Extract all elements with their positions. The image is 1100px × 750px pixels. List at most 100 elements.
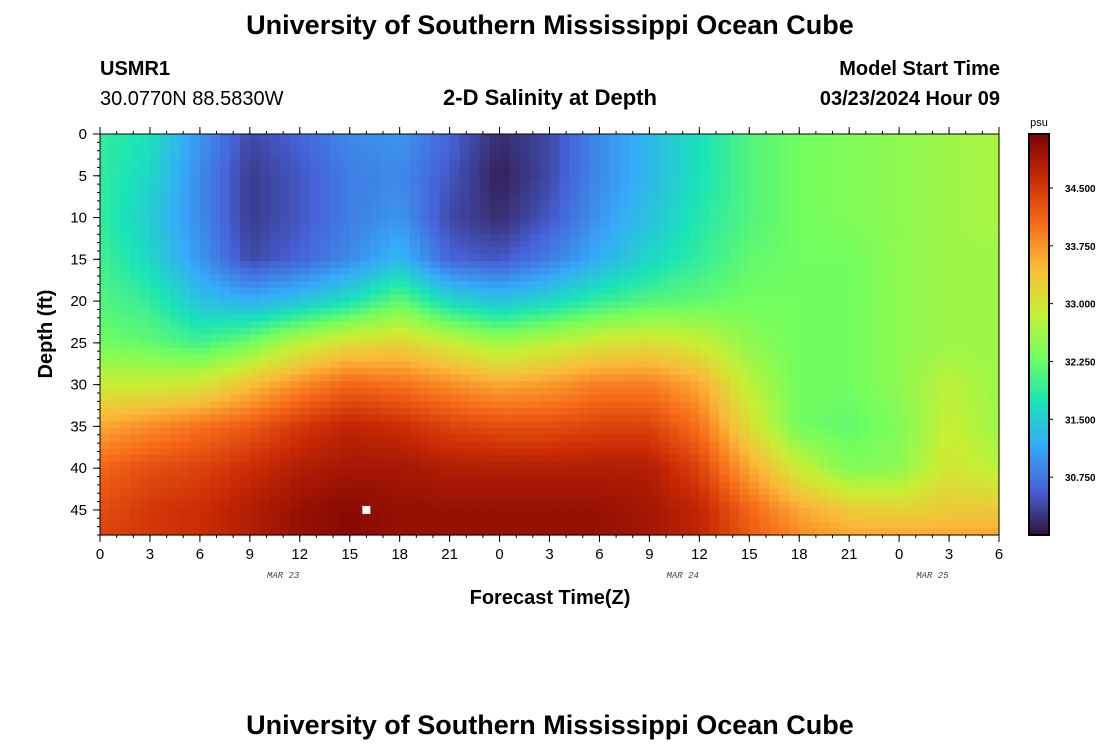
heatmap-cell <box>769 468 780 476</box>
heatmap-cell <box>139 381 151 389</box>
heatmap-cell <box>249 341 261 349</box>
heatmap-cell <box>889 474 900 483</box>
heatmap-cell <box>289 448 301 456</box>
heatmap-cell <box>149 287 161 295</box>
heatmap-cell <box>289 180 301 189</box>
heatmap-cell <box>879 514 890 523</box>
heatmap-cell <box>100 394 111 402</box>
heatmap-cell <box>429 234 441 242</box>
heatmap-cell <box>769 494 780 503</box>
heatmap-cell <box>609 260 621 269</box>
heatmap-cell <box>899 408 910 416</box>
heatmap-cell <box>100 501 111 509</box>
heatmap-cell <box>149 501 161 509</box>
heatmap-cell <box>429 428 441 436</box>
heatmap-cell <box>789 147 800 155</box>
heatmap-cell <box>219 227 231 235</box>
heatmap-cell <box>579 140 591 148</box>
heatmap-cell <box>129 260 141 269</box>
heatmap-cell <box>529 134 541 142</box>
heatmap-cell <box>749 341 760 349</box>
heatmap-cell <box>889 167 900 175</box>
heatmap-cell <box>419 341 431 349</box>
heatmap-cell <box>689 394 700 402</box>
heatmap-cell <box>719 260 730 269</box>
heatmap-cell <box>189 274 201 282</box>
heatmap-cell <box>689 341 700 349</box>
heatmap-cell <box>909 374 920 382</box>
heatmap-cell <box>629 281 640 289</box>
heatmap-cell <box>639 387 650 396</box>
heatmap-cell <box>569 514 581 523</box>
heatmap-cell <box>199 394 211 402</box>
heatmap-cell <box>100 274 111 282</box>
heatmap-cell <box>679 401 690 409</box>
heatmap-cell <box>479 408 491 416</box>
heatmap-cell <box>629 247 640 255</box>
heatmap-cell <box>859 528 870 536</box>
heatmap-cell <box>329 140 341 148</box>
heatmap-cell <box>479 194 491 202</box>
heatmap-cell <box>809 421 820 429</box>
heatmap-cell <box>839 220 850 229</box>
heatmap-cell <box>599 321 611 329</box>
heatmap-cell <box>139 227 151 235</box>
heatmap-cell <box>269 220 281 229</box>
heatmap-cell <box>429 240 441 249</box>
heatmap-cell <box>459 267 471 275</box>
heatmap-cell <box>609 254 621 262</box>
heatmap-cell <box>689 207 700 215</box>
heatmap-cell <box>489 240 501 249</box>
heatmap-cell <box>789 267 800 275</box>
heatmap-cell <box>509 174 521 182</box>
heatmap-cell <box>179 194 191 202</box>
heatmap-cell <box>589 468 601 476</box>
heatmap-cell <box>389 428 401 436</box>
heatmap-cell <box>189 281 201 289</box>
heatmap-cell <box>849 334 860 342</box>
heatmap-cell <box>199 207 211 215</box>
heatmap-cell <box>239 194 251 202</box>
heatmap-cell <box>779 307 790 316</box>
heatmap-cell <box>709 508 720 516</box>
heatmap-cell <box>299 448 311 456</box>
heatmap-cell <box>509 167 521 175</box>
heatmap-cell <box>539 274 551 282</box>
heatmap-cell <box>139 501 151 509</box>
heatmap-cell <box>100 180 111 189</box>
heatmap-cell <box>279 488 291 496</box>
heatmap-cell <box>139 301 151 309</box>
heatmap-cell <box>839 314 850 322</box>
heatmap-cell <box>529 381 541 389</box>
heatmap-cell <box>729 401 740 409</box>
heatmap-cell <box>779 381 790 389</box>
heatmap-cell <box>329 381 341 389</box>
heatmap-cell <box>659 408 670 416</box>
heatmap-cell <box>189 287 201 295</box>
heatmap-cell <box>619 394 631 402</box>
heatmap-cell <box>429 307 441 316</box>
heatmap-cell <box>839 214 850 222</box>
heatmap-cell <box>309 267 321 275</box>
heatmap-cell <box>329 474 341 483</box>
heatmap-cell <box>359 474 371 483</box>
heatmap-cell <box>429 414 441 422</box>
heatmap-cell <box>719 147 730 155</box>
heatmap-cell <box>449 220 461 229</box>
heatmap-cell <box>119 448 131 456</box>
heatmap-cell <box>309 461 321 469</box>
heatmap-cell <box>449 528 461 536</box>
heatmap-cell <box>100 267 111 275</box>
heatmap-cell <box>689 508 700 516</box>
heatmap-cell <box>669 321 680 329</box>
heatmap-cell <box>599 521 611 529</box>
heatmap-cell <box>569 174 581 182</box>
heatmap-cell <box>789 321 800 329</box>
heatmap-cell <box>609 281 621 289</box>
heatmap-cell <box>879 307 890 316</box>
heatmap-cell <box>789 140 800 148</box>
heatmap-cell <box>159 374 171 382</box>
heatmap-cell <box>199 434 211 443</box>
heatmap-cell <box>619 314 631 322</box>
heatmap-cell <box>499 501 511 509</box>
